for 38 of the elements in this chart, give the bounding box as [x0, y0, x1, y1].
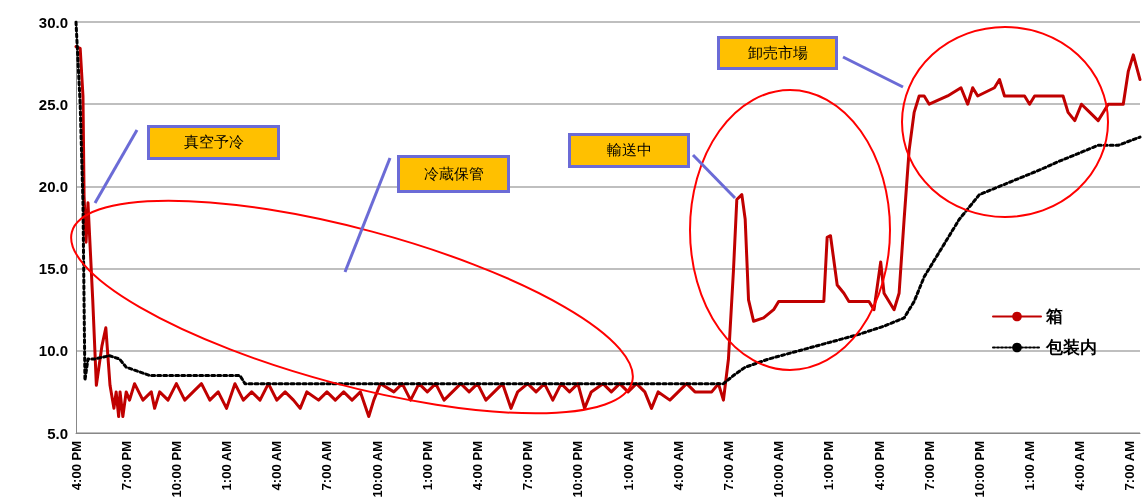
- x-tick-label: 10:00 AM: [771, 441, 787, 498]
- annotation: 真空予冷: [183, 133, 244, 152]
- x-tick-label: 1:00 PM: [821, 441, 837, 491]
- x-tick-label: 7:00 AM: [319, 441, 335, 491]
- x-tick-label: 1:00 PM: [419, 441, 435, 491]
- x-tick-label: 10:00 PM: [570, 441, 586, 498]
- x-tick-label: 4:00 AM: [269, 441, 285, 491]
- annotation: 卸売市場: [747, 43, 808, 63]
- x-tick-label: 1:00 AM: [219, 441, 235, 491]
- x-tick-label: 10:00 PM: [971, 441, 987, 498]
- y-tick-label: 20.0: [38, 177, 68, 195]
- y-tick-label: 5.0: [47, 424, 68, 442]
- annotation: 冷蔵保管: [423, 164, 484, 184]
- callout-box: 冷蔵保管: [397, 155, 510, 193]
- legend-label: 箱: [1045, 307, 1063, 326]
- y-tick-label: 25.0: [38, 95, 68, 113]
- x-tick-label: 1:00 AM: [620, 441, 636, 491]
- x-tick-label: 1:00 AM: [1022, 441, 1038, 491]
- x-tick-label: 4:00 AM: [1072, 441, 1088, 491]
- y-tick-label: 30.0: [38, 13, 68, 31]
- annotation: 輸送中: [606, 141, 652, 160]
- x-tick-label: 10:00 PM: [168, 441, 184, 498]
- x-tick-label: 7:00 AM: [720, 441, 736, 491]
- callout-box: 輸送中: [568, 133, 690, 168]
- y-tick-label: 10.0: [38, 342, 68, 360]
- x-tick-label: 7:00 PM: [118, 441, 134, 491]
- x-tick-label: 4:00 PM: [871, 441, 887, 491]
- x-tick-label: 10:00 AM: [369, 441, 385, 498]
- x-tick-label: 4:00 AM: [670, 441, 686, 491]
- y-tick-label: 15.0: [38, 260, 68, 278]
- x-tick-label: 7:00 AM: [1122, 441, 1138, 491]
- callout-box: 卸売市場: [717, 36, 838, 70]
- x-tick-label: 7:00 PM: [520, 441, 536, 491]
- callout-box: 真空予冷: [147, 125, 280, 160]
- x-tick-label: 7:00 PM: [921, 441, 937, 491]
- legend-label: 包装内: [1045, 338, 1097, 357]
- x-tick-label: 4:00 PM: [68, 441, 84, 491]
- x-tick-label: 4:00 PM: [470, 441, 486, 491]
